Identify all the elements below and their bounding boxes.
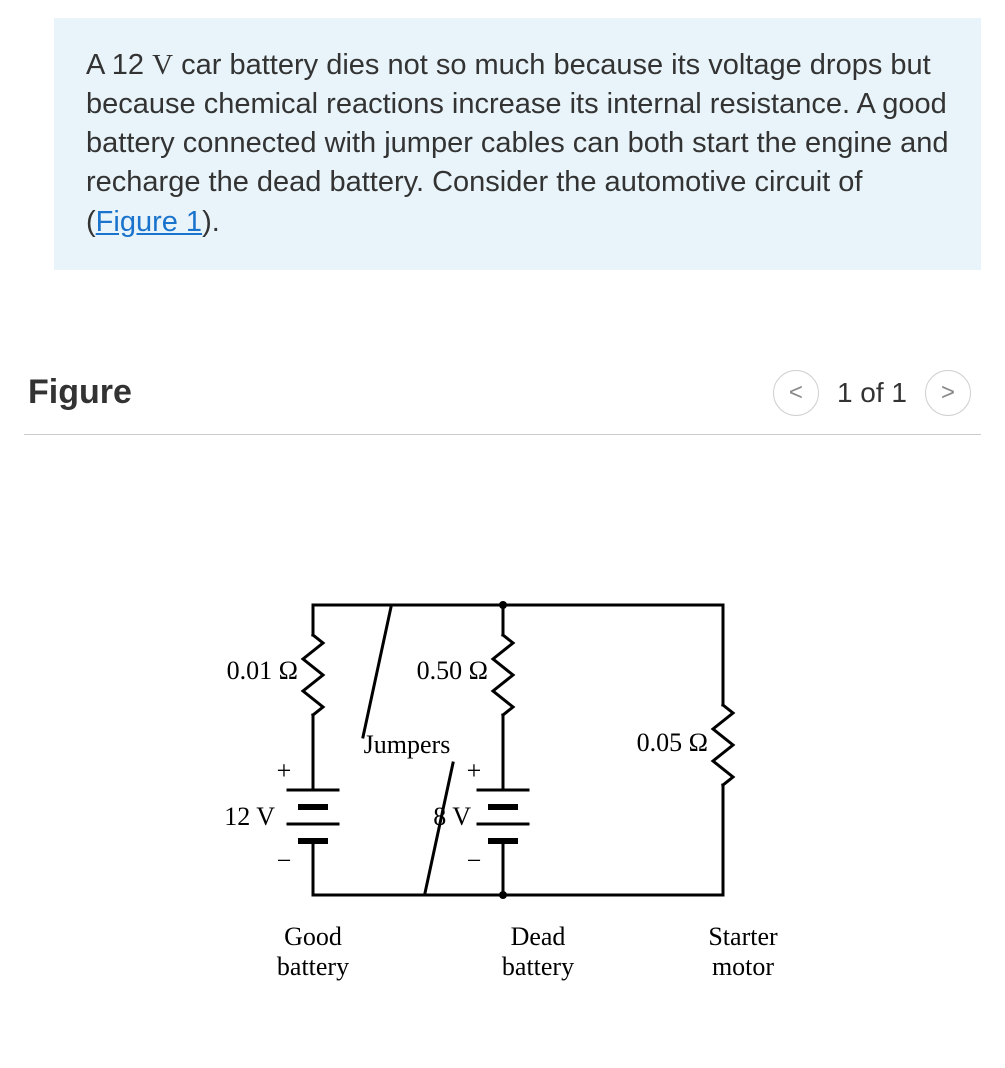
- chevron-right-icon: >: [941, 379, 955, 407]
- good-minus: −: [276, 846, 291, 875]
- prev-figure-button[interactable]: <: [773, 370, 819, 416]
- figure-title: Figure: [28, 373, 132, 412]
- dead-caption-1: Dead: [510, 922, 565, 951]
- starter-caption-1: Starter: [708, 922, 778, 951]
- figure-link[interactable]: Figure 1: [96, 206, 202, 238]
- dead-voltage-label: 8 V: [433, 802, 471, 831]
- good-plus: +: [276, 756, 291, 785]
- chevron-left-icon: <: [789, 379, 803, 407]
- problem-body-2: ).: [202, 206, 220, 238]
- good-caption-1: Good: [284, 922, 342, 951]
- circuit-diagram: 0.01 Ω 0.50 Ω 0.05 Ω 12 V 8 V + − + − Ju…: [24, 575, 981, 1015]
- dead-resistor-label: 0.50 Ω: [416, 656, 487, 685]
- starter-resistor-label: 0.05 Ω: [636, 728, 707, 757]
- problem-unit: V: [152, 49, 173, 81]
- figure-nav: < 1 of 1 >: [773, 370, 971, 416]
- good-voltage-label: 12 V: [224, 802, 275, 831]
- dead-plus: +: [466, 756, 481, 785]
- problem-prefix: A 12: [86, 49, 152, 81]
- good-resistor-label: 0.01 Ω: [226, 656, 297, 685]
- problem-statement: A 12 V car battery dies not so much beca…: [54, 18, 981, 270]
- jumpers-label: Jumpers: [363, 730, 450, 759]
- starter-caption-2: motor: [711, 952, 773, 981]
- figure-counter: 1 of 1: [833, 377, 911, 409]
- circuit-svg: 0.01 Ω 0.50 Ω 0.05 Ω 12 V 8 V + − + − Ju…: [163, 575, 843, 1015]
- next-figure-button[interactable]: >: [925, 370, 971, 416]
- dead-minus: −: [466, 846, 481, 875]
- dead-caption-2: battery: [501, 952, 573, 981]
- figure-section: Figure < 1 of 1 >: [24, 370, 981, 1035]
- good-caption-2: battery: [276, 952, 348, 981]
- figure-header: Figure < 1 of 1 >: [24, 370, 981, 435]
